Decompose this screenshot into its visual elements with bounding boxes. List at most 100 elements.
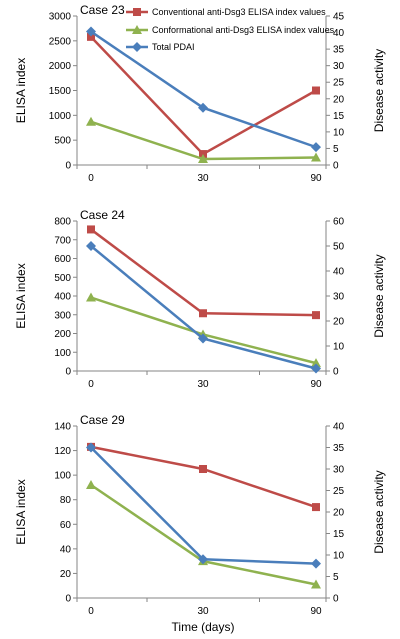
data-point [86, 241, 96, 251]
y2-tick-label: 25 [333, 486, 345, 497]
y2-tick-label: 10 [333, 551, 345, 562]
data-point [311, 358, 321, 368]
y-tick-label: 1500 [49, 86, 72, 97]
legend-marker [132, 42, 142, 52]
y2-tick-label: 20 [333, 317, 345, 328]
legend: Conventional anti-Dsg3 ELISA index value… [126, 7, 335, 52]
legend-label: Conformational anti-Dsg3 ELISA index val… [152, 25, 335, 35]
data-point [198, 154, 208, 164]
data-point [312, 86, 320, 95]
y-tick-label: 60 [60, 520, 72, 531]
y2-tick-label: 10 [333, 127, 345, 138]
y-tick-label: 100 [54, 471, 71, 482]
y-axis-title: ELISA index [14, 263, 28, 328]
y-tick-label: 700 [54, 235, 71, 246]
y2-tick-label: 50 [333, 242, 345, 253]
y-tick-label: 0 [65, 367, 71, 378]
y-tick-label: 2000 [49, 61, 72, 72]
x-tick-label: 0 [88, 606, 94, 617]
y2-tick-label: 0 [333, 594, 339, 605]
y-tick-label: 800 [54, 217, 71, 228]
y-tick-label: 1000 [49, 111, 72, 122]
data-point [312, 311, 320, 320]
data-point [86, 26, 96, 37]
chart-title: Case 24 [80, 208, 125, 222]
x-tick-label: 30 [197, 173, 209, 184]
y-tick-label: 400 [54, 292, 71, 303]
y-tick-label: 120 [54, 446, 71, 457]
y-axis-title: ELISA index [14, 479, 28, 544]
y-tick-label: 140 [54, 422, 71, 433]
y2-tick-label: 20 [333, 94, 345, 105]
y2-tick-label: 20 [333, 508, 345, 519]
series-line-2 [90, 296, 317, 365]
x-tick-label: 90 [310, 379, 322, 390]
y2-tick-label: 60 [333, 217, 345, 228]
x-tick-label: 0 [88, 379, 94, 390]
series-line-1 [90, 445, 317, 509]
y-tick-label: 3000 [49, 12, 72, 23]
series-line-2 [90, 483, 317, 586]
x-axis-title: Time (days) [172, 620, 235, 634]
y-tick-label: 500 [54, 136, 71, 147]
y-tick-label: 500 [54, 273, 71, 284]
data-point [86, 442, 96, 453]
chart-panel-1: 0 500 1000 1500 2000 2500 3000 0 5 10 15 20 25 30 35 40… [14, 3, 386, 184]
y2-axis-title: Disease activity [372, 254, 386, 337]
data-point [87, 225, 95, 234]
data-point [86, 292, 96, 302]
data-point [311, 558, 321, 569]
y2-tick-label: 15 [333, 111, 345, 122]
x-tick-label: 90 [310, 606, 322, 617]
y2-tick-label: 25 [333, 78, 345, 89]
data-point [312, 503, 320, 512]
data-point [311, 142, 321, 153]
series-line-3 [90, 245, 317, 370]
y-tick-label: 300 [54, 310, 71, 321]
data-point [311, 152, 321, 162]
chart-panel-3: 0 20 40 60 80 100 120 140 0 5 10 15 20 25 30 35 40 0 30 90 E… [14, 413, 386, 617]
legend-marker [133, 8, 141, 16]
data-point [87, 32, 95, 41]
chart-title: Case 29 [80, 413, 125, 427]
series-line-3 [90, 446, 317, 565]
y-tick-label: 0 [65, 594, 71, 605]
y2-tick-label: 45 [333, 12, 345, 23]
y2-tick-label: 30 [333, 61, 345, 72]
x-tick-label: 0 [88, 173, 94, 184]
y2-tick-label: 0 [333, 161, 339, 172]
y2-axis-title: Disease activity [372, 470, 386, 553]
x-tick-label: 30 [197, 606, 209, 617]
y-tick-label: 80 [60, 495, 72, 506]
y2-axis-title: Disease activity [372, 49, 386, 132]
data-point [198, 554, 208, 565]
y-tick-label: 0 [65, 161, 71, 172]
y-tick-label: 100 [54, 348, 71, 359]
x-tick-label: 90 [310, 173, 322, 184]
data-point [199, 309, 207, 318]
y2-tick-label: 0 [333, 367, 339, 378]
data-point [198, 333, 208, 344]
y2-tick-label: 30 [333, 292, 345, 303]
y2-tick-label: 10 [333, 342, 345, 353]
data-point [198, 102, 208, 113]
y-tick-label: 20 [60, 569, 72, 580]
data-point [311, 579, 321, 589]
y2-tick-label: 5 [333, 144, 339, 155]
y-tick-label: 600 [54, 254, 71, 265]
legend-label: Total PDAI [152, 42, 195, 52]
y2-tick-label: 40 [333, 267, 345, 278]
data-point [86, 479, 96, 489]
y-tick-label: 2500 [49, 36, 72, 47]
y-axis-title: ELISA index [14, 58, 28, 123]
y2-tick-label: 35 [333, 443, 345, 454]
legend-marker [132, 25, 142, 34]
y2-tick-label: 30 [333, 465, 345, 476]
series-line-3 [90, 30, 317, 149]
data-point [86, 116, 96, 126]
y2-tick-label: 40 [333, 28, 345, 39]
x-tick-label: 30 [197, 379, 209, 390]
data-point [311, 363, 321, 374]
